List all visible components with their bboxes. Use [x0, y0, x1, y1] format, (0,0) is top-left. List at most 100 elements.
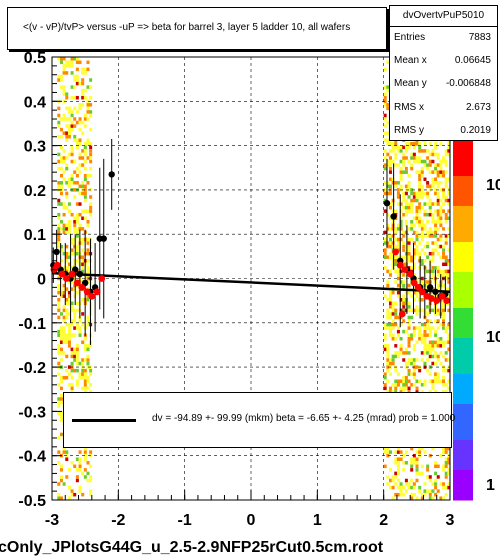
heat-cell	[431, 361, 435, 366]
heat-cell	[447, 191, 451, 196]
heat-cell	[59, 74, 63, 79]
heat-cell	[59, 475, 63, 479]
heat-cell	[394, 344, 398, 348]
color-scale-cell	[453, 434, 473, 441]
heat-cell	[439, 453, 443, 458]
heat-cell	[81, 372, 85, 376]
heat-cell	[81, 227, 85, 231]
heat-cell	[412, 152, 416, 157]
heat-cell	[78, 184, 82, 189]
heat-cell	[73, 326, 77, 330]
stats-title: dvOvertvPuP5010	[402, 10, 485, 21]
heat-cell	[407, 145, 411, 150]
heat-cell	[67, 372, 71, 376]
heat-cell	[70, 237, 74, 242]
heat-cell	[75, 354, 79, 359]
heat-cell	[436, 464, 440, 469]
heat-cell	[404, 329, 408, 334]
stats-value: 0.2019	[460, 125, 491, 136]
heat-cell	[436, 195, 440, 199]
heat-cell	[86, 322, 90, 327]
color-scale-label: 10	[486, 177, 500, 194]
heat-cell	[394, 492, 398, 497]
heat-cell	[75, 57, 79, 61]
heat-cell	[383, 124, 387, 128]
heat-cell	[423, 347, 427, 352]
heat-cell	[57, 212, 61, 217]
heat-cell	[426, 230, 430, 235]
heat-cell	[407, 195, 411, 199]
heat-cell	[415, 230, 419, 235]
heat-cell	[67, 209, 71, 213]
color-scale-cell	[453, 200, 473, 207]
heat-cell	[388, 390, 392, 394]
heat-cell	[81, 248, 85, 252]
heat-cell	[86, 99, 90, 104]
color-scale-cell	[453, 404, 473, 411]
heat-cell	[59, 351, 63, 355]
heat-cell	[418, 220, 422, 224]
heat-cell	[442, 305, 446, 309]
heat-cell	[399, 301, 403, 306]
heat-cell	[396, 468, 400, 472]
heat-cell	[396, 276, 400, 281]
red-point	[418, 288, 426, 296]
heat-cell	[428, 198, 432, 203]
heat-cell	[67, 181, 71, 185]
heat-cell	[86, 156, 90, 160]
heat-cell	[407, 248, 411, 252]
heat-cell	[396, 383, 400, 387]
color-scale-label: 1	[486, 477, 495, 494]
heat-cell	[59, 156, 63, 160]
heat-cell	[434, 485, 438, 490]
heat-cell	[83, 468, 87, 472]
heat-cell	[89, 212, 93, 217]
heat-cell	[439, 166, 443, 171]
heat-cell	[391, 322, 395, 327]
heat-cell	[418, 159, 422, 164]
color-scale-cell	[453, 386, 473, 393]
heat-cell	[383, 237, 387, 242]
heat-cell	[75, 344, 79, 348]
heat-cell	[75, 202, 79, 206]
stats-value: -0.006848	[445, 78, 491, 89]
heat-cell	[428, 319, 432, 323]
heat-cell	[67, 255, 71, 259]
heat-cell	[75, 308, 79, 313]
heat-cell	[386, 358, 390, 362]
heat-cell	[62, 333, 66, 337]
heat-cell	[386, 163, 390, 167]
heat-cell	[396, 450, 400, 454]
heat-cell	[386, 365, 390, 369]
heat-cell	[83, 453, 87, 458]
heat-cell	[428, 230, 432, 235]
heat-cell	[423, 159, 427, 164]
heat-cell	[404, 347, 408, 352]
heat-cell	[426, 166, 430, 171]
heat-cell	[447, 262, 451, 267]
heat-cell	[62, 446, 66, 451]
heat-cell	[57, 78, 61, 82]
heat-cell	[402, 283, 406, 288]
heat-cell	[447, 269, 451, 274]
heat-cell	[426, 181, 430, 185]
heat-cell	[383, 230, 387, 235]
heat-cell	[428, 227, 432, 231]
heat-cell	[65, 475, 69, 479]
heat-cell	[78, 156, 82, 160]
heat-cell	[431, 241, 435, 245]
heat-cell	[412, 372, 416, 376]
heat-cell	[436, 184, 440, 189]
heat-cell	[415, 276, 419, 281]
heat-cell	[426, 280, 430, 284]
heat-cell	[404, 142, 408, 146]
heat-cell	[81, 156, 85, 160]
heat-cell	[407, 368, 411, 373]
heat-cell	[394, 383, 398, 387]
heat-cell	[444, 358, 448, 362]
heat-cell	[388, 386, 392, 391]
heat-cell	[86, 386, 90, 391]
heat-cell	[57, 397, 61, 401]
heat-cell	[439, 322, 443, 327]
heat-cell	[439, 379, 443, 384]
